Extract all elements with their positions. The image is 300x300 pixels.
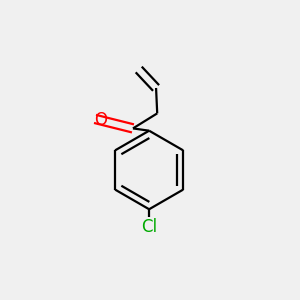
Text: Cl: Cl [141,218,157,236]
Text: O: O [94,111,107,129]
